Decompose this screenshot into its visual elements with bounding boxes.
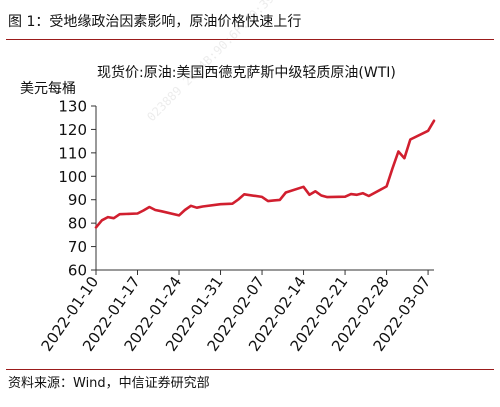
y-tick-label: 60: [68, 262, 87, 280]
x-axis: 2022-01-102022-01-172022-01-242022-01-31…: [38, 269, 434, 355]
bottom-rule: [6, 369, 494, 370]
watermark-text: 023889 2C:4B:90:6F:40:39: [144, 0, 277, 124]
y-axis-title: 美元每桶: [20, 81, 76, 97]
figure-caption: 图 1：受地缘政治因素影响，原油价格快速上行: [8, 13, 301, 31]
y-tick-label: 100: [58, 168, 87, 186]
y-tick-label: 80: [68, 215, 87, 233]
y-tick-label: 130: [58, 98, 87, 116]
watermark: 023889 2C:4B:90:6F:40:39: [144, 0, 277, 124]
y-tick-label: 70: [68, 238, 87, 256]
figure-label: 图 1：: [8, 14, 50, 30]
y-axis: 60 70 80 90 100 110 120 130: [58, 98, 97, 280]
top-rule: [6, 39, 494, 40]
figure-title: 受地缘政治因素影响，原油价格快速上行: [49, 14, 302, 30]
series-layer: [94, 119, 436, 229]
source-note: 资料来源：Wind，中信证券研究部: [8, 376, 210, 391]
wti-price-line: [94, 119, 436, 229]
y-tick-label: 90: [68, 191, 87, 209]
chart-title: 现货价:原油:美国西德克萨斯中级轻质原油(WTI): [97, 64, 396, 81]
y-tick-label: 110: [58, 144, 87, 162]
y-tick-label: 120: [58, 121, 87, 139]
